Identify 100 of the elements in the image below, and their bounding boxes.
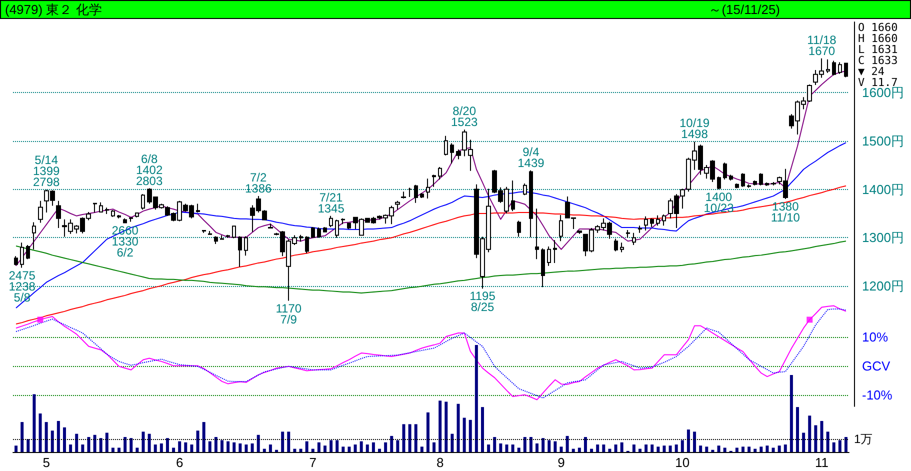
candlestick [335, 219, 339, 238]
bar [493, 437, 496, 452]
bar [844, 437, 848, 452]
bar [372, 442, 375, 452]
bar [450, 434, 454, 452]
bar [366, 444, 369, 452]
bar [118, 448, 121, 452]
bar [748, 446, 751, 452]
bar [778, 446, 781, 452]
bar [723, 448, 726, 452]
candlestick [99, 202, 103, 214]
text: O 1660 [858, 21, 899, 34]
bar [578, 448, 581, 452]
candlestick [523, 182, 527, 196]
bar [56, 420, 60, 452]
candlestick [226, 234, 230, 238]
bar [20, 422, 24, 452]
candlestick [401, 191, 406, 199]
annotation: 7/2 1386 [244, 170, 272, 196]
bar [154, 444, 157, 452]
bar [32, 394, 36, 452]
candlestick [220, 234, 224, 240]
bar [336, 440, 339, 452]
bar [148, 434, 151, 452]
annotation: 5/14 1399 2798 [32, 153, 60, 190]
candlestick [202, 229, 206, 234]
candlestick [323, 226, 327, 233]
bar [317, 442, 320, 452]
bar [456, 404, 460, 452]
bar [505, 444, 508, 452]
candlestick [644, 216, 648, 231]
candlestick [656, 214, 660, 226]
y-tick-label: -10% [862, 387, 893, 402]
bar [608, 448, 612, 452]
bar [166, 438, 169, 452]
bar [396, 440, 400, 452]
candlestick [620, 242, 624, 253]
bar [354, 444, 357, 452]
candlestick [129, 217, 133, 222]
bar [87, 437, 90, 452]
bar [250, 443, 254, 452]
candlestick [123, 218, 127, 224]
bar [548, 440, 551, 452]
text: ▼ 24 [858, 65, 886, 78]
candlestick [662, 214, 666, 226]
candlestick [268, 223, 273, 230]
bar [674, 444, 678, 452]
bar [287, 432, 290, 452]
annotation: 1380 11/10 [770, 199, 800, 224]
bar [566, 436, 569, 452]
bar [142, 432, 145, 452]
candlestick [414, 184, 418, 204]
y-tick-label: 1400円 [862, 182, 904, 197]
bar [305, 441, 308, 452]
bar [596, 444, 600, 452]
candlestick [341, 218, 345, 225]
bar [468, 420, 472, 452]
annotation: 8/20 1523 [450, 104, 478, 130]
bar [529, 437, 532, 452]
bar [499, 443, 502, 452]
bar [808, 416, 812, 452]
bar [408, 424, 412, 452]
candlestick [753, 180, 757, 186]
candlestick [244, 236, 248, 256]
candlestick [735, 182, 739, 189]
candlestick [299, 234, 303, 242]
bar [826, 432, 830, 452]
bar [69, 444, 72, 452]
bar [226, 441, 230, 452]
bar [668, 446, 672, 452]
bar [14, 446, 18, 452]
candlestick [426, 178, 430, 199]
bar [741, 446, 744, 452]
bar [572, 448, 575, 452]
bar [81, 444, 84, 452]
bar [820, 420, 824, 452]
candlestick [723, 162, 727, 180]
bar [680, 440, 684, 452]
annotation: 2475 1238 5/8 [8, 268, 36, 304]
bar [686, 430, 690, 452]
candlestick [26, 244, 30, 260]
bar [256, 434, 260, 452]
candlestick [214, 236, 218, 245]
bar [244, 444, 248, 452]
candlestick [638, 225, 642, 234]
bar [772, 448, 775, 452]
text: C 1633 [858, 54, 899, 67]
bar [487, 444, 490, 452]
candlestick [438, 166, 442, 180]
bar [99, 438, 102, 452]
y-tick-label: 1200円 [862, 278, 904, 294]
bar [432, 442, 436, 452]
bar [184, 442, 188, 452]
bar [111, 448, 114, 452]
bar [378, 448, 382, 452]
bar [814, 425, 818, 452]
bar [614, 444, 618, 452]
bar [602, 444, 606, 452]
bar [348, 446, 351, 452]
candlestick [395, 200, 400, 210]
